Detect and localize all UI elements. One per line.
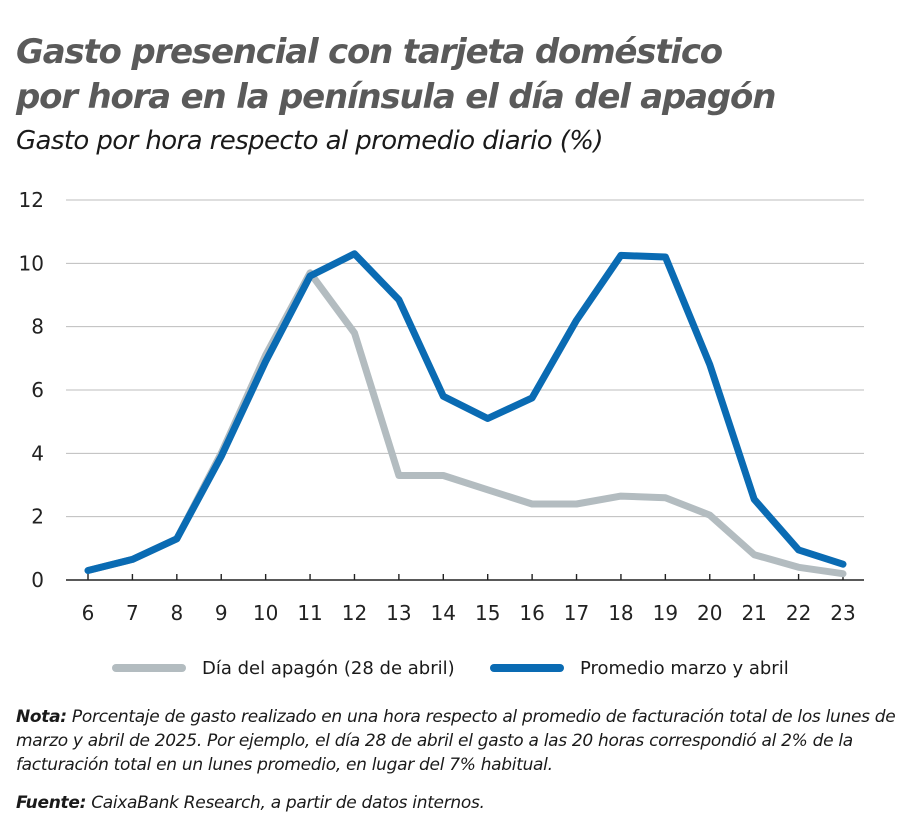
note-text: Porcentaje de gasto realizado en una hor… — [16, 707, 896, 775]
x-tick-label: 8 — [170, 601, 183, 625]
x-tick-label: 23 — [830, 601, 855, 625]
x-tick-label: 20 — [697, 601, 722, 625]
x-tick-label: 19 — [653, 601, 678, 625]
y-axis-ticks: 0 2 4 6 8 10 12 — [19, 188, 44, 592]
y-tick-label: 4 — [31, 441, 44, 465]
y-tick-label: 12 — [19, 188, 44, 212]
x-tick-label: 18 — [608, 601, 633, 625]
chart-title: Gasto presencial con tarjeta doméstico p… — [16, 30, 886, 120]
y-tick-label: 10 — [19, 251, 44, 275]
x-tick-label: 14 — [431, 601, 456, 625]
title-line-2: por hora en la península el día del apag… — [16, 77, 776, 117]
legend-swatch-apagon — [112, 664, 186, 672]
y-tick-label: 0 — [31, 568, 44, 592]
chart-legend: Día del apagón (28 de abril) Promedio ma… — [0, 650, 900, 686]
x-tick-label: 15 — [475, 601, 500, 625]
x-tick-label: 13 — [386, 601, 411, 625]
x-tick-label: 10 — [253, 601, 278, 625]
x-tick-label: 16 — [519, 601, 544, 625]
legend-item-promedio: Promedio marzo y abril — [490, 650, 789, 686]
legend-label-promedio: Promedio marzo y abril — [580, 657, 789, 679]
legend-label-apagon: Día del apagón (28 de abril) — [202, 657, 455, 679]
x-tick-label: 9 — [215, 601, 228, 625]
y-tick-label: 6 — [31, 378, 44, 402]
x-tick-label: 11 — [297, 601, 322, 625]
x-tick-label: 22 — [786, 601, 811, 625]
legend-item-apagon: Día del apagón (28 de abril) — [112, 650, 455, 686]
source-label: Fuente: — [16, 793, 87, 813]
grid-lines — [66, 199, 864, 581]
legend-swatch-promedio — [490, 664, 564, 672]
x-tick-label: 6 — [82, 601, 95, 625]
x-tick-label: 12 — [342, 601, 367, 625]
x-axis-ticks: 6 7 8 9 10 11 12 13 14 15 16 17 18 19 20 21 22 23 — [82, 574, 856, 625]
y-tick-label: 8 — [31, 315, 44, 339]
series-lines — [84, 250, 847, 578]
y-tick-label: 2 — [31, 505, 44, 529]
chart-source: Fuente: CaixaBank Research, a partir de … — [16, 793, 485, 813]
note-label: Nota: — [16, 707, 67, 727]
line-chart: 0 2 4 6 8 10 12 6 7 8 9 10 11 12 13 14 15 16 17 18 19 20 21 22… — [19, 188, 864, 625]
x-tick-label: 7 — [126, 601, 139, 625]
chart-subtitle: Gasto por hora respecto al promedio diar… — [16, 126, 604, 156]
title-line-1: Gasto presencial con tarjeta doméstico — [16, 32, 723, 72]
x-tick-label: 17 — [564, 601, 589, 625]
source-text: CaixaBank Research, a partir de datos in… — [91, 793, 485, 813]
chart-note: Nota: Porcentaje de gasto realizado en u… — [16, 705, 896, 777]
x-tick-label: 21 — [741, 601, 766, 625]
series-line-promedio — [84, 250, 847, 574]
